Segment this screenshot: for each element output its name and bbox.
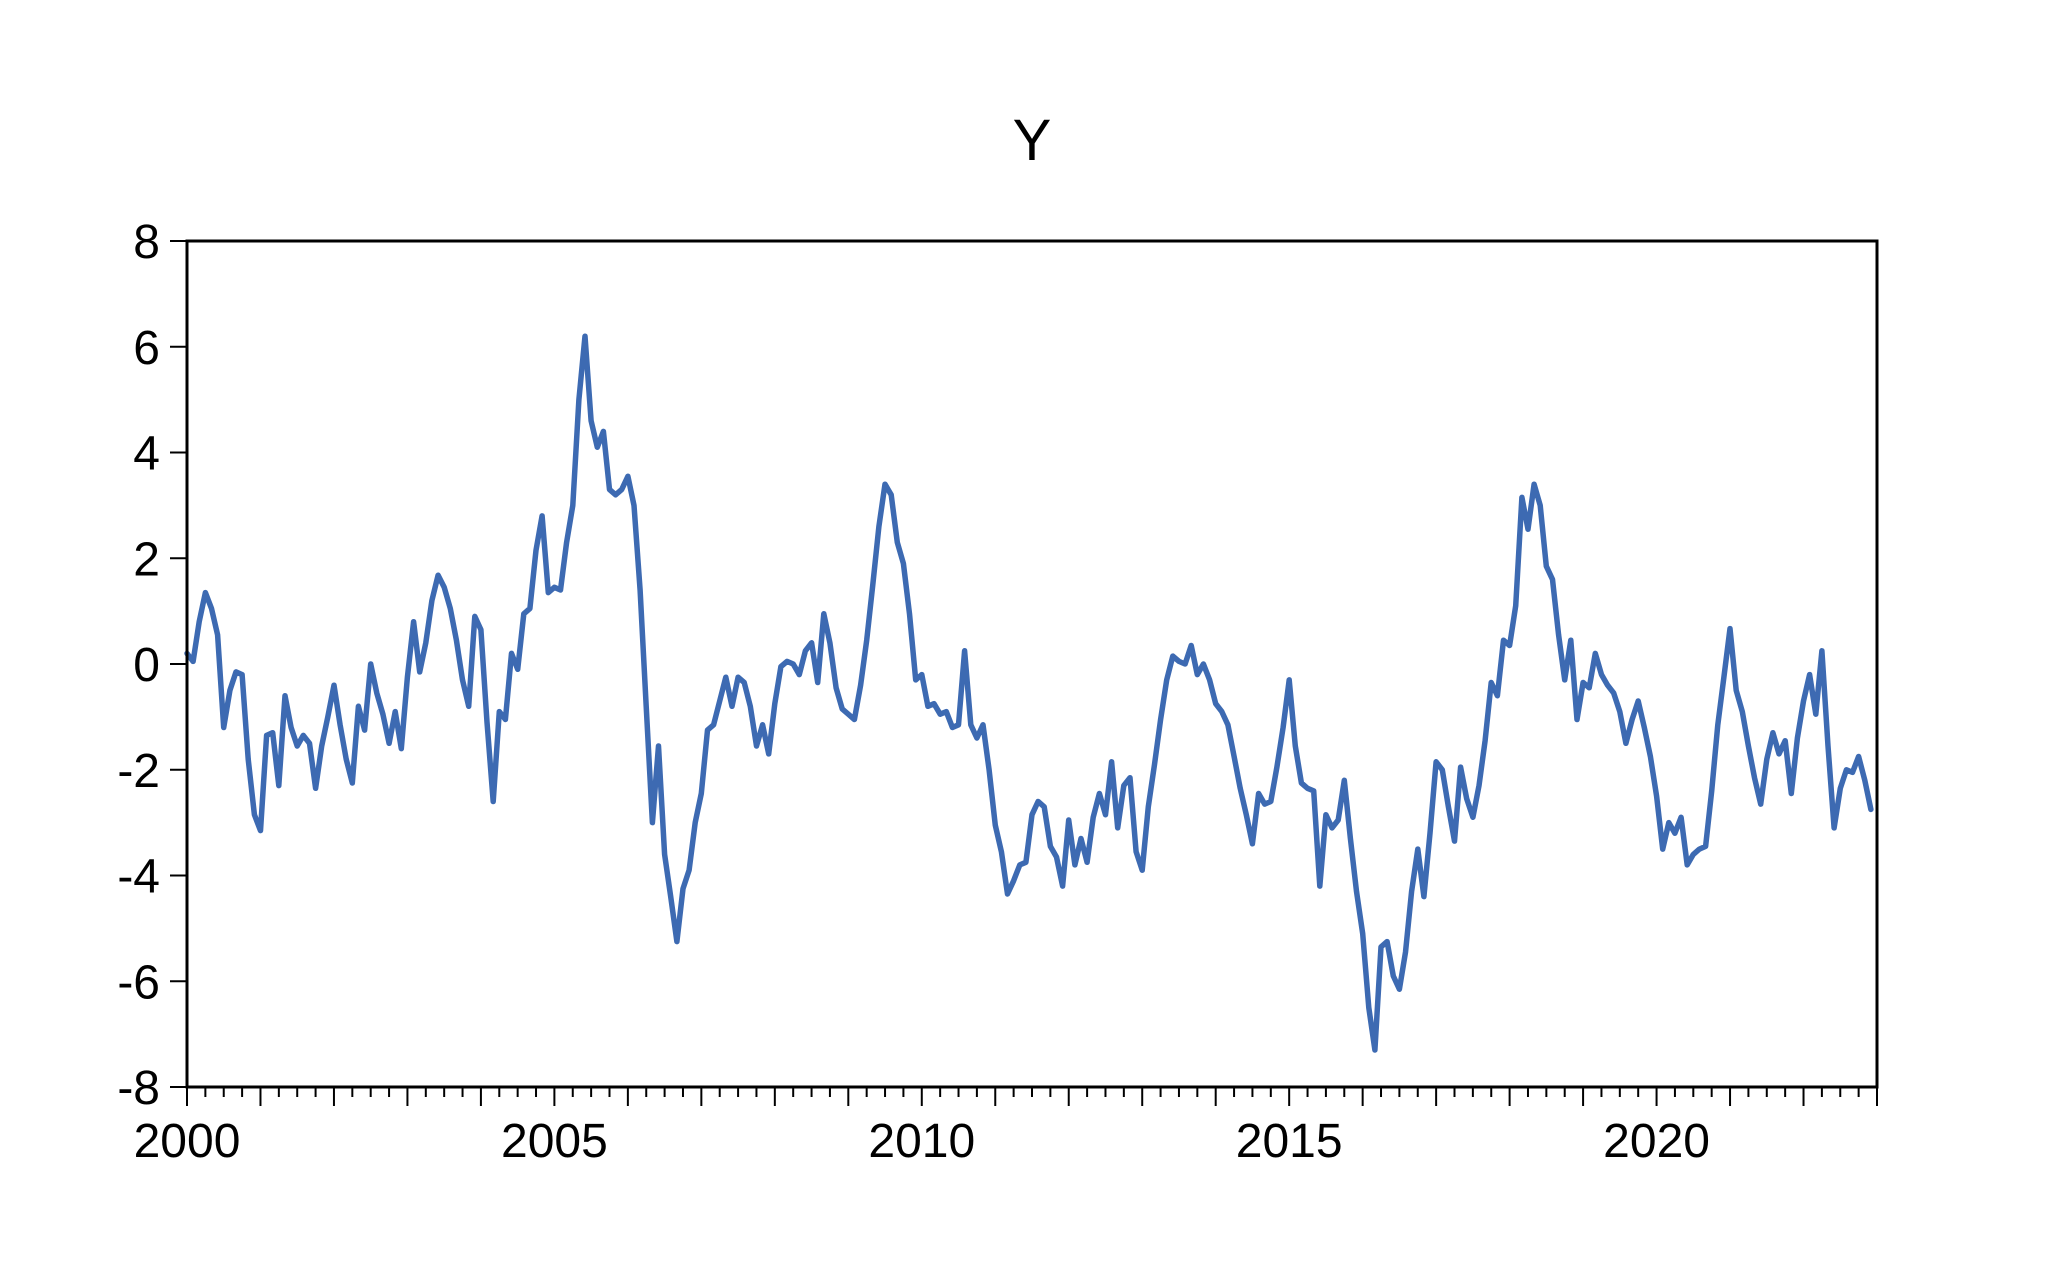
data-series-group [184, 333, 1874, 1053]
x-tick-label: 2010 [868, 1115, 975, 1168]
x-tick-label: 2020 [1603, 1115, 1710, 1168]
chart-title: Y [1013, 108, 1052, 173]
y-tick-label: 4 [133, 428, 160, 481]
plot-area-border [185, 239, 1879, 1089]
y-tick-label: -8 [117, 1062, 160, 1115]
x-tick-label: 2005 [501, 1115, 608, 1168]
data-line-Y [184, 333, 1874, 1053]
x-axis-ticks [186, 1087, 1878, 1106]
y-tick-label: 0 [133, 639, 160, 692]
y-axis-ticks [170, 240, 187, 1088]
x-tick-label: 2015 [1236, 1115, 1343, 1168]
y-tick-label: 6 [133, 322, 160, 375]
x-axis-labels: 2000 2005 2010 2015 2020 [134, 1115, 1710, 1168]
y-tick-label: -4 [117, 851, 160, 904]
x-tick-label: 2000 [134, 1115, 241, 1168]
y-axis-labels: 8 6 4 2 0 -2 -4 -6 -8 [117, 216, 160, 1115]
y-tick-label: 8 [133, 216, 160, 269]
y-tick-label: -2 [117, 745, 160, 798]
y-tick-label: 2 [133, 533, 160, 586]
y-tick-label: -6 [117, 956, 160, 1009]
